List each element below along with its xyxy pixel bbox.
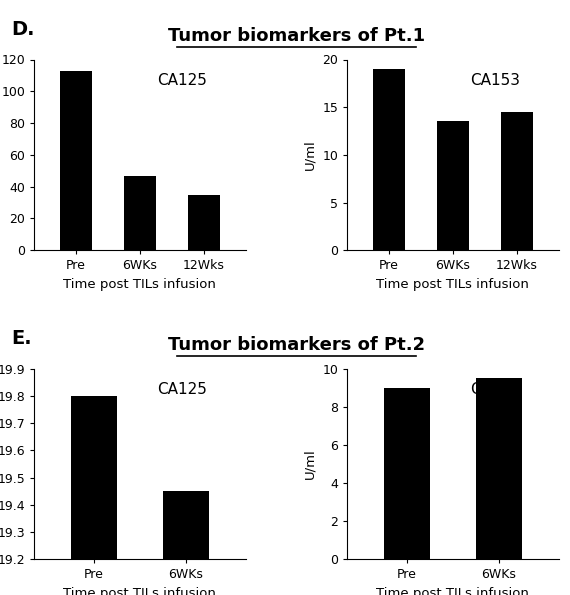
Text: CA153: CA153 xyxy=(470,382,520,397)
X-axis label: Time post TILs infusion: Time post TILs infusion xyxy=(63,278,217,291)
Bar xyxy=(163,491,209,559)
X-axis label: Time post TILs infusion: Time post TILs infusion xyxy=(63,587,217,595)
Text: CA125: CA125 xyxy=(157,382,207,397)
X-axis label: Time post TILs infusion: Time post TILs infusion xyxy=(376,587,530,595)
Bar xyxy=(124,176,156,250)
Bar xyxy=(188,195,220,250)
Bar xyxy=(384,387,430,559)
Bar xyxy=(476,378,522,559)
Bar xyxy=(60,71,92,250)
Text: Tumor biomarkers of Pt.2: Tumor biomarkers of Pt.2 xyxy=(168,336,425,353)
Y-axis label: U/ml: U/ml xyxy=(304,449,317,480)
Text: Tumor biomarkers of Pt.1: Tumor biomarkers of Pt.1 xyxy=(168,27,425,45)
Bar xyxy=(437,121,469,250)
Text: CA153: CA153 xyxy=(470,73,520,88)
Text: D.: D. xyxy=(11,20,35,39)
X-axis label: Time post TILs infusion: Time post TILs infusion xyxy=(376,278,530,291)
Bar xyxy=(373,69,405,250)
Text: CA125: CA125 xyxy=(157,73,207,88)
Bar xyxy=(71,396,117,559)
Bar xyxy=(501,112,533,250)
Y-axis label: U/ml: U/ml xyxy=(304,139,317,170)
Text: E.: E. xyxy=(11,328,32,347)
